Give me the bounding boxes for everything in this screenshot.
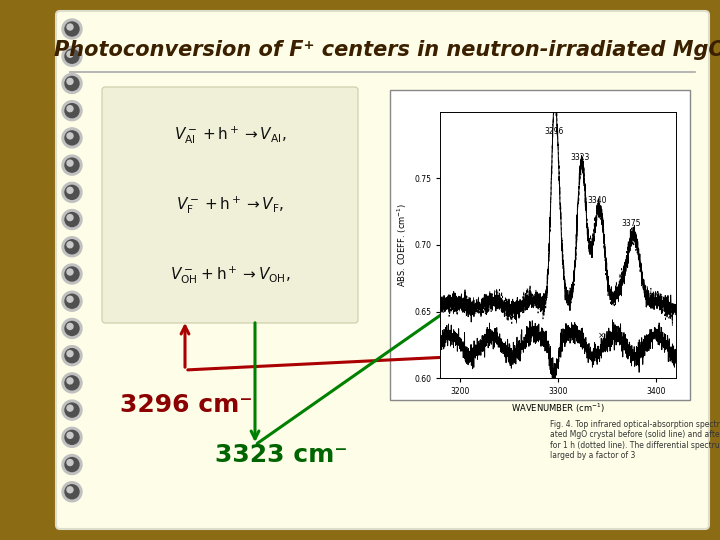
Text: 3296: 3296 (544, 126, 564, 136)
Circle shape (62, 183, 82, 202)
Circle shape (65, 349, 79, 363)
Circle shape (62, 373, 82, 393)
Circle shape (65, 185, 79, 199)
Text: 3340: 3340 (588, 196, 607, 205)
Circle shape (65, 131, 79, 145)
Circle shape (62, 128, 82, 148)
Circle shape (67, 269, 73, 275)
Circle shape (67, 242, 73, 248)
Circle shape (67, 433, 73, 438)
FancyBboxPatch shape (102, 87, 358, 323)
Circle shape (67, 24, 73, 30)
Circle shape (65, 158, 79, 172)
Circle shape (65, 213, 79, 227)
Text: 3323 cm⁻: 3323 cm⁻ (215, 443, 348, 467)
Circle shape (65, 457, 79, 471)
Circle shape (62, 73, 82, 93)
Circle shape (67, 296, 73, 302)
Text: $\times$ 3: $\times$ 3 (597, 329, 613, 340)
Text: $V^-_{\mathrm{F}} + \mathrm{h}^+ \rightarrow V_{\mathrm{F}},$: $V^-_{\mathrm{F}} + \mathrm{h}^+ \righta… (176, 194, 284, 216)
Circle shape (62, 19, 82, 39)
Circle shape (65, 430, 79, 444)
Circle shape (62, 427, 82, 447)
Circle shape (65, 403, 79, 417)
Text: 3296 cm⁻: 3296 cm⁻ (120, 393, 253, 417)
Text: Fig. 4. Top infrared optical-absorption spectra of an n-irradi-
ated MgO crystal: Fig. 4. Top infrared optical-absorption … (550, 420, 720, 460)
Circle shape (62, 291, 82, 311)
Circle shape (65, 22, 79, 36)
Circle shape (62, 210, 82, 230)
Circle shape (62, 400, 82, 420)
X-axis label: WAVENUMBER (cm$^{-1}$): WAVENUMBER (cm$^{-1}$) (511, 402, 605, 415)
Circle shape (67, 460, 73, 465)
Text: $V^-_{\mathrm{OH}} + \mathrm{h}^+ \rightarrow V_{\mathrm{OH}},$: $V^-_{\mathrm{OH}} + \mathrm{h}^+ \right… (170, 264, 290, 286)
Circle shape (67, 51, 73, 57)
Circle shape (62, 46, 82, 66)
Circle shape (65, 294, 79, 308)
Circle shape (62, 455, 82, 475)
Text: 3323: 3323 (571, 153, 590, 163)
Circle shape (67, 323, 73, 329)
Circle shape (67, 160, 73, 166)
Circle shape (67, 106, 73, 112)
Text: Photoconversion of F⁺ centers in neutron-irradiated MgO: Photoconversion of F⁺ centers in neutron… (54, 40, 720, 60)
Circle shape (67, 78, 73, 84)
Circle shape (62, 319, 82, 339)
Circle shape (67, 487, 73, 493)
Circle shape (65, 104, 79, 118)
Circle shape (67, 405, 73, 411)
Circle shape (65, 267, 79, 281)
Circle shape (62, 237, 82, 257)
Circle shape (65, 376, 79, 390)
Bar (390, 90, 690, 400)
Circle shape (67, 214, 73, 220)
Circle shape (65, 485, 79, 499)
Circle shape (65, 77, 79, 90)
Circle shape (67, 350, 73, 356)
Circle shape (62, 346, 82, 366)
Circle shape (62, 100, 82, 120)
Text: $V^-_{\mathrm{Al}} + \mathrm{h}^+ \rightarrow V_{\mathrm{Al}},$: $V^-_{\mathrm{Al}} + \mathrm{h}^+ \right… (174, 124, 287, 146)
Circle shape (65, 49, 79, 63)
Circle shape (62, 155, 82, 175)
Circle shape (65, 240, 79, 254)
Text: 3375: 3375 (622, 219, 642, 228)
Circle shape (62, 264, 82, 284)
Circle shape (67, 378, 73, 384)
Y-axis label: ABS. COEFF. (cm$^{-1}$): ABS. COEFF. (cm$^{-1}$) (395, 203, 409, 287)
Circle shape (62, 482, 82, 502)
Circle shape (65, 321, 79, 335)
Circle shape (67, 187, 73, 193)
Circle shape (67, 133, 73, 139)
FancyBboxPatch shape (56, 11, 709, 529)
